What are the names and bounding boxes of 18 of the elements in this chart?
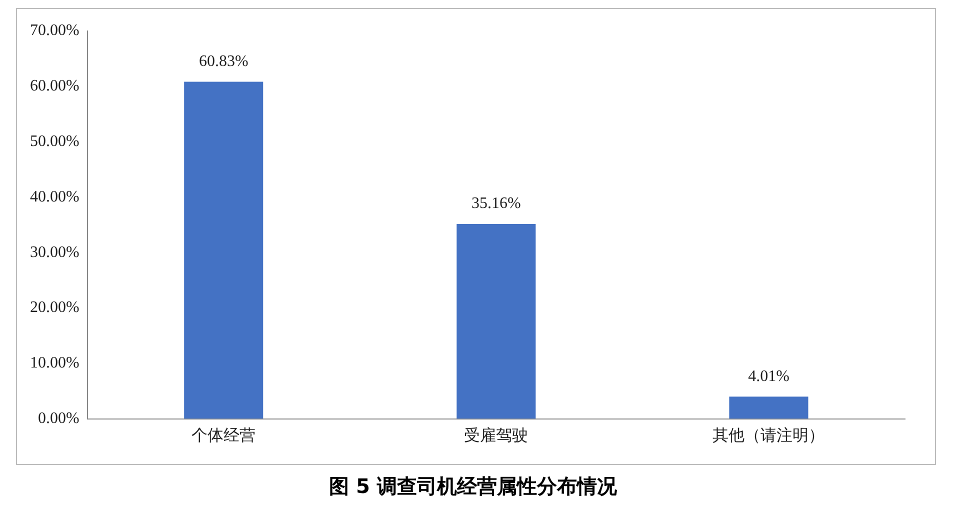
data-label: 4.01% [748, 368, 790, 385]
y-tick-label: 0.00% [38, 410, 80, 428]
bar [184, 82, 264, 419]
y-tick-label: 40.00% [30, 188, 80, 206]
y-tick-label: 10.00% [30, 354, 80, 372]
data-label: 60.83% [198, 53, 248, 70]
y-tick-label: 20.00% [30, 299, 80, 316]
data-label: 35.16% [472, 195, 521, 212]
bar [456, 224, 536, 419]
y-tick-label: 50.00% [30, 133, 80, 150]
y-tick-label: 30.00% [30, 244, 80, 261]
x-tick-label: 个体经营 [192, 426, 256, 445]
bar [729, 396, 808, 419]
x-tick-label: 受雇驾驶 [464, 426, 528, 445]
y-tick-label: 60.00% [30, 78, 80, 95]
x-tick-label: 其他（请注明） [712, 426, 825, 445]
y-tick-label: 70.00% [30, 22, 80, 40]
text: 图 5 调查司机经营属性分布情况 [328, 473, 618, 500]
